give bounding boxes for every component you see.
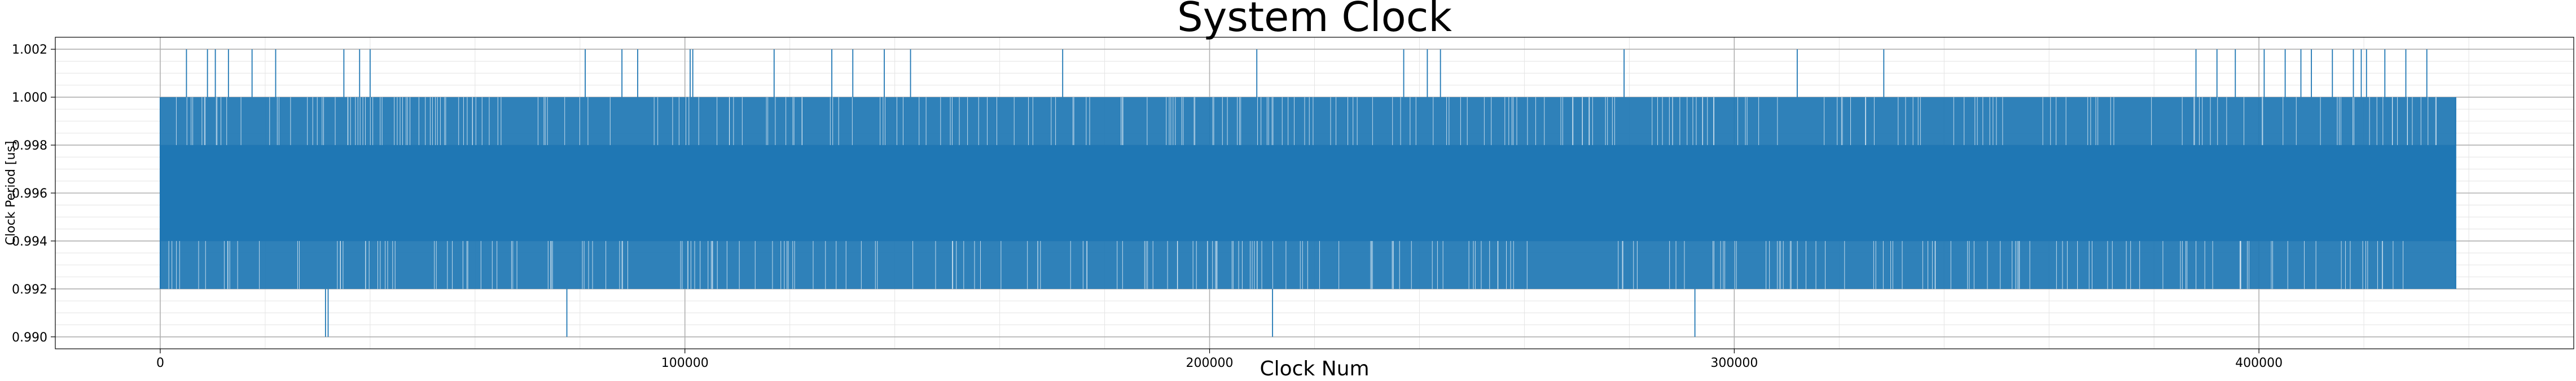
y-tick-label: 0.996 xyxy=(12,187,47,201)
y-axis-label: Clock Period [us] xyxy=(4,141,18,246)
ticks-layer: 0 100000 200000 300000 400000 0.990 0.992 0.994… xyxy=(12,43,2283,370)
series-core-band xyxy=(160,145,2456,241)
x-tick-label: 300000 xyxy=(1710,356,1758,370)
y-tick-label: 0.998 xyxy=(12,139,47,153)
x-tick-label: 0 xyxy=(156,356,164,370)
series-layer xyxy=(159,49,2456,337)
x-tick-label: 200000 xyxy=(1186,356,1234,370)
x-tick-label: 100000 xyxy=(661,356,709,370)
y-tick-label: 0.994 xyxy=(12,235,47,249)
y-tick-label: 1.002 xyxy=(12,43,47,57)
chart-title: System Clock xyxy=(1177,0,1452,41)
y-tick-label: 0.992 xyxy=(12,283,47,297)
x-tick-label: 400000 xyxy=(2235,356,2283,370)
y-tick-label: 0.990 xyxy=(12,331,47,345)
x-axis-label: Clock Num xyxy=(1260,357,1369,380)
y-tick-label: 1.000 xyxy=(12,91,47,105)
